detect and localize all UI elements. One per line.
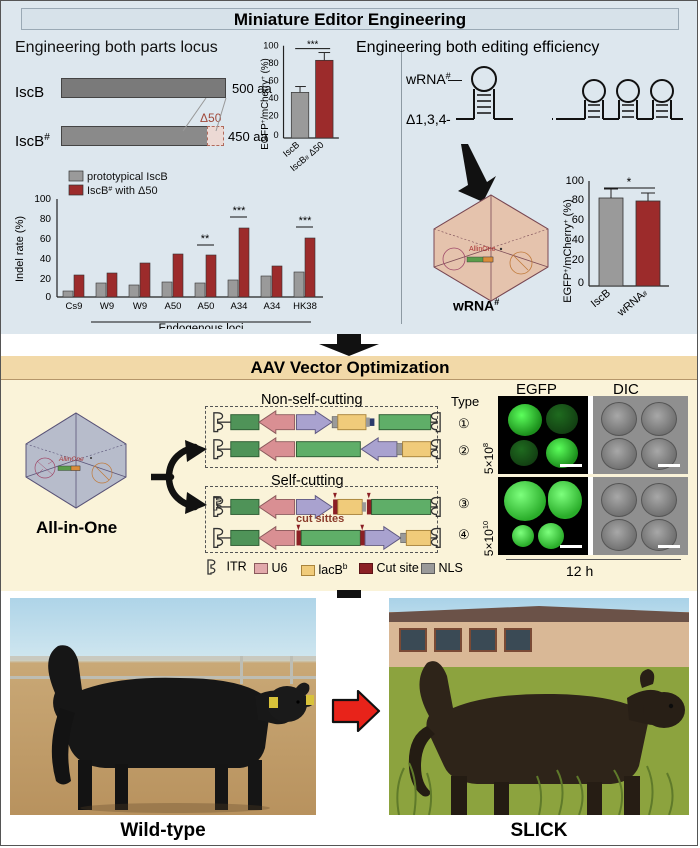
svg-text:A34: A34 bbox=[231, 301, 248, 312]
svg-text:100: 100 bbox=[566, 176, 584, 187]
svg-text:Endogenous loci: Endogenous loci bbox=[158, 323, 243, 329]
svg-text:100: 100 bbox=[263, 41, 278, 51]
svg-text:***: *** bbox=[307, 40, 319, 51]
svg-text:IscB: IscB bbox=[589, 287, 613, 310]
svg-text:**: ** bbox=[201, 233, 210, 245]
svg-text:IscB# with Δ50: IscB# with Δ50 bbox=[87, 185, 158, 197]
svg-text:A50: A50 bbox=[165, 301, 182, 312]
svg-text:Indel rate (%): Indel rate (%) bbox=[14, 216, 26, 282]
svg-text:W9: W9 bbox=[133, 301, 147, 312]
svg-text:wRNA#: wRNA# bbox=[615, 287, 650, 319]
svg-text:60: 60 bbox=[572, 214, 584, 226]
svg-text:W9: W9 bbox=[100, 301, 114, 312]
svg-text:60: 60 bbox=[268, 76, 278, 86]
svg-text:EGFP+/mCherry+ (%): EGFP+/mCherry+ (%) bbox=[260, 58, 271, 150]
svg-text:0: 0 bbox=[274, 130, 279, 140]
svg-text:80: 80 bbox=[572, 194, 584, 206]
svg-text:0: 0 bbox=[578, 277, 584, 289]
svg-text:40: 40 bbox=[40, 254, 52, 265]
svg-text:80: 80 bbox=[268, 58, 278, 68]
svg-text:60: 60 bbox=[40, 234, 52, 245]
svg-text:A50: A50 bbox=[198, 301, 215, 312]
svg-text:AllinOne: AllinOne bbox=[469, 246, 496, 253]
svg-text:***: *** bbox=[299, 215, 313, 227]
svg-text:***: *** bbox=[233, 205, 247, 217]
svg-text:100: 100 bbox=[34, 194, 51, 205]
svg-text:40: 40 bbox=[572, 234, 584, 246]
svg-text:AllinOne: AllinOne bbox=[58, 456, 84, 463]
svg-text:20: 20 bbox=[268, 111, 278, 121]
svg-text:80: 80 bbox=[40, 214, 52, 225]
svg-text:20: 20 bbox=[572, 254, 584, 266]
svg-text:—: — bbox=[448, 71, 462, 87]
svg-text:A34: A34 bbox=[264, 301, 281, 312]
svg-text:40: 40 bbox=[268, 93, 278, 103]
svg-text:HK38: HK38 bbox=[293, 301, 317, 312]
svg-text:wRNA#: wRNA# bbox=[406, 71, 451, 87]
svg-text:-: - bbox=[446, 111, 451, 127]
svg-text:20: 20 bbox=[40, 274, 52, 285]
svg-text:prototypical IscB: prototypical IscB bbox=[87, 171, 168, 183]
svg-text:Δ1,3,4: Δ1,3,4 bbox=[406, 111, 447, 127]
svg-text:0: 0 bbox=[45, 292, 51, 303]
svg-text:Cs9: Cs9 bbox=[66, 301, 83, 312]
svg-text:*: * bbox=[627, 176, 632, 189]
